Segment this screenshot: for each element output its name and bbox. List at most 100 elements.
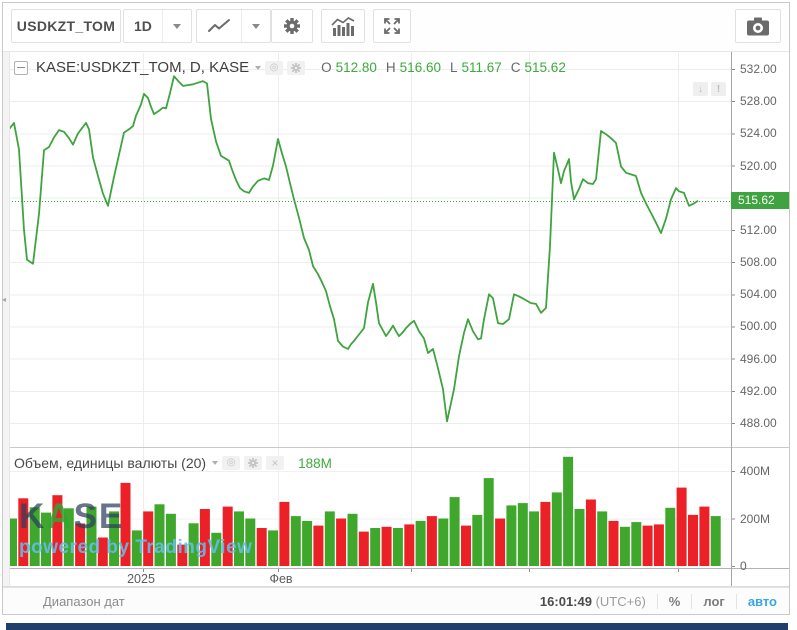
volume-bar	[256, 528, 267, 566]
volume-bar	[472, 514, 483, 566]
chart-style-dropdown-button[interactable]	[241, 10, 270, 42]
volume-bar	[608, 520, 619, 566]
volume-title[interactable]: Объем, единицы валюты (20)	[14, 455, 207, 471]
series-title[interactable]: KASE:USDKZT_TOM, D, KASE	[36, 59, 250, 76]
divider	[691, 593, 693, 609]
price-tick-label: 500.00	[740, 319, 777, 334]
close-icon[interactable]	[266, 456, 285, 470]
exclamation-icon[interactable]	[711, 82, 726, 96]
top-toolbar: USDKZT_TOM 1D	[3, 3, 789, 52]
chevron-down-icon	[172, 23, 181, 29]
log-scale-button[interactable]: лог	[703, 593, 725, 609]
volume-bar	[86, 506, 97, 566]
volume-legend: Объем, единицы валюты (20) 188M	[14, 455, 332, 471]
volume-bar	[199, 509, 210, 566]
price-tick-label: 532.00	[740, 62, 777, 76]
volume-bar	[109, 511, 120, 566]
volume-bar	[426, 516, 437, 566]
time-scale[interactable]	[3, 569, 731, 586]
snapshot-button[interactable]	[735, 9, 781, 43]
open-value: 512.80	[335, 60, 377, 75]
volume-bar	[324, 511, 335, 566]
pane-corner-buttons	[690, 82, 726, 96]
percent-scale-button[interactable]: %	[668, 593, 681, 609]
volume-bar	[18, 498, 29, 566]
chart-canvas[interactable]	[3, 3, 789, 587]
volume-bar	[120, 482, 131, 566]
symbol-button[interactable]: USDKZT_TOM	[11, 9, 121, 43]
volume-tick-label: 0	[740, 559, 747, 573]
ohlc-readout: O 512.80 H 516.60 L 511.67 C 515.62	[321, 60, 575, 75]
volume-bar	[631, 522, 642, 566]
low-value: 511.67	[461, 60, 502, 75]
volume-bar	[358, 531, 369, 566]
gear-icon[interactable]	[244, 456, 263, 470]
volume-bar	[449, 497, 460, 566]
volume-bar	[336, 518, 347, 566]
volume-bar	[619, 526, 630, 566]
volume-bar	[540, 501, 551, 566]
volume-bar	[268, 530, 279, 566]
eye-icon[interactable]	[222, 456, 241, 470]
volume-bar	[177, 544, 188, 566]
volume-bar	[165, 513, 176, 567]
volume-bar	[222, 506, 233, 566]
volume-bar	[97, 537, 108, 566]
drawing-toolbar-collapsed[interactable]	[3, 51, 10, 586]
volume-bar	[642, 525, 653, 566]
price-tick-label: 520.00	[740, 158, 777, 173]
collapse-pane-icon[interactable]	[14, 60, 28, 75]
chevron-down-icon[interactable]	[255, 65, 262, 70]
low-label: L	[449, 60, 458, 75]
bottom-toolbar: Диапазон дат 16:01:49 (UTC+6) % лог авто	[3, 587, 789, 614]
volume-bar	[653, 524, 664, 566]
volume-bar	[7, 518, 17, 566]
volume-bar	[234, 511, 244, 566]
interval-control: 1D	[123, 9, 192, 43]
volume-bar	[347, 513, 358, 567]
volume-bar	[495, 518, 506, 566]
volume-tick-label: 200M	[740, 511, 771, 526]
divider	[735, 593, 737, 609]
chevron-down-icon	[252, 23, 260, 29]
volume-bar	[188, 523, 199, 567]
volume-bar	[699, 506, 710, 566]
down-arrow-icon[interactable]	[693, 82, 708, 96]
price-tick-label: 512.00	[740, 222, 777, 237]
volume-tick-label: 400M	[740, 464, 771, 478]
settings-button[interactable]	[271, 9, 313, 43]
collapse-left-arrow-icon	[2, 295, 6, 304]
volume-bar	[381, 526, 392, 566]
volume-bar	[688, 514, 698, 566]
price-tick-label: 496.00	[740, 351, 777, 366]
volume-bar	[131, 530, 142, 566]
volume-bar	[313, 525, 324, 566]
volume-bar	[563, 456, 574, 567]
interval-button[interactable]: 1D	[124, 10, 162, 42]
chart-style-button[interactable]	[197, 10, 241, 42]
camera-icon	[746, 17, 770, 36]
close-label: C	[510, 60, 521, 75]
gear-icon[interactable]	[287, 60, 306, 75]
volume-bar	[63, 508, 74, 566]
clock-time: 16:01:49	[539, 593, 592, 609]
volume-bar	[211, 532, 222, 567]
volume-bar	[597, 511, 608, 566]
open-label: O	[321, 60, 332, 75]
fullscreen-button[interactable]	[373, 9, 411, 43]
interval-dropdown-button[interactable]	[161, 10, 191, 42]
auto-scale-button[interactable]: авто	[747, 593, 777, 609]
clock[interactable]: 16:01:49 (UTC+6)	[540, 594, 646, 609]
volume-value: 188M	[298, 455, 332, 471]
eye-icon[interactable]	[265, 60, 284, 75]
date-range-button[interactable]: Диапазон дат	[43, 593, 125, 609]
indicators-button[interactable]	[321, 9, 365, 43]
volume-bar	[585, 499, 596, 566]
chevron-down-icon[interactable]	[212, 461, 219, 465]
price-tick-label: 508.00	[740, 255, 777, 270]
time-tick-label: Фев	[269, 572, 293, 586]
volume-bar	[370, 528, 381, 566]
gear-icon	[282, 16, 302, 36]
